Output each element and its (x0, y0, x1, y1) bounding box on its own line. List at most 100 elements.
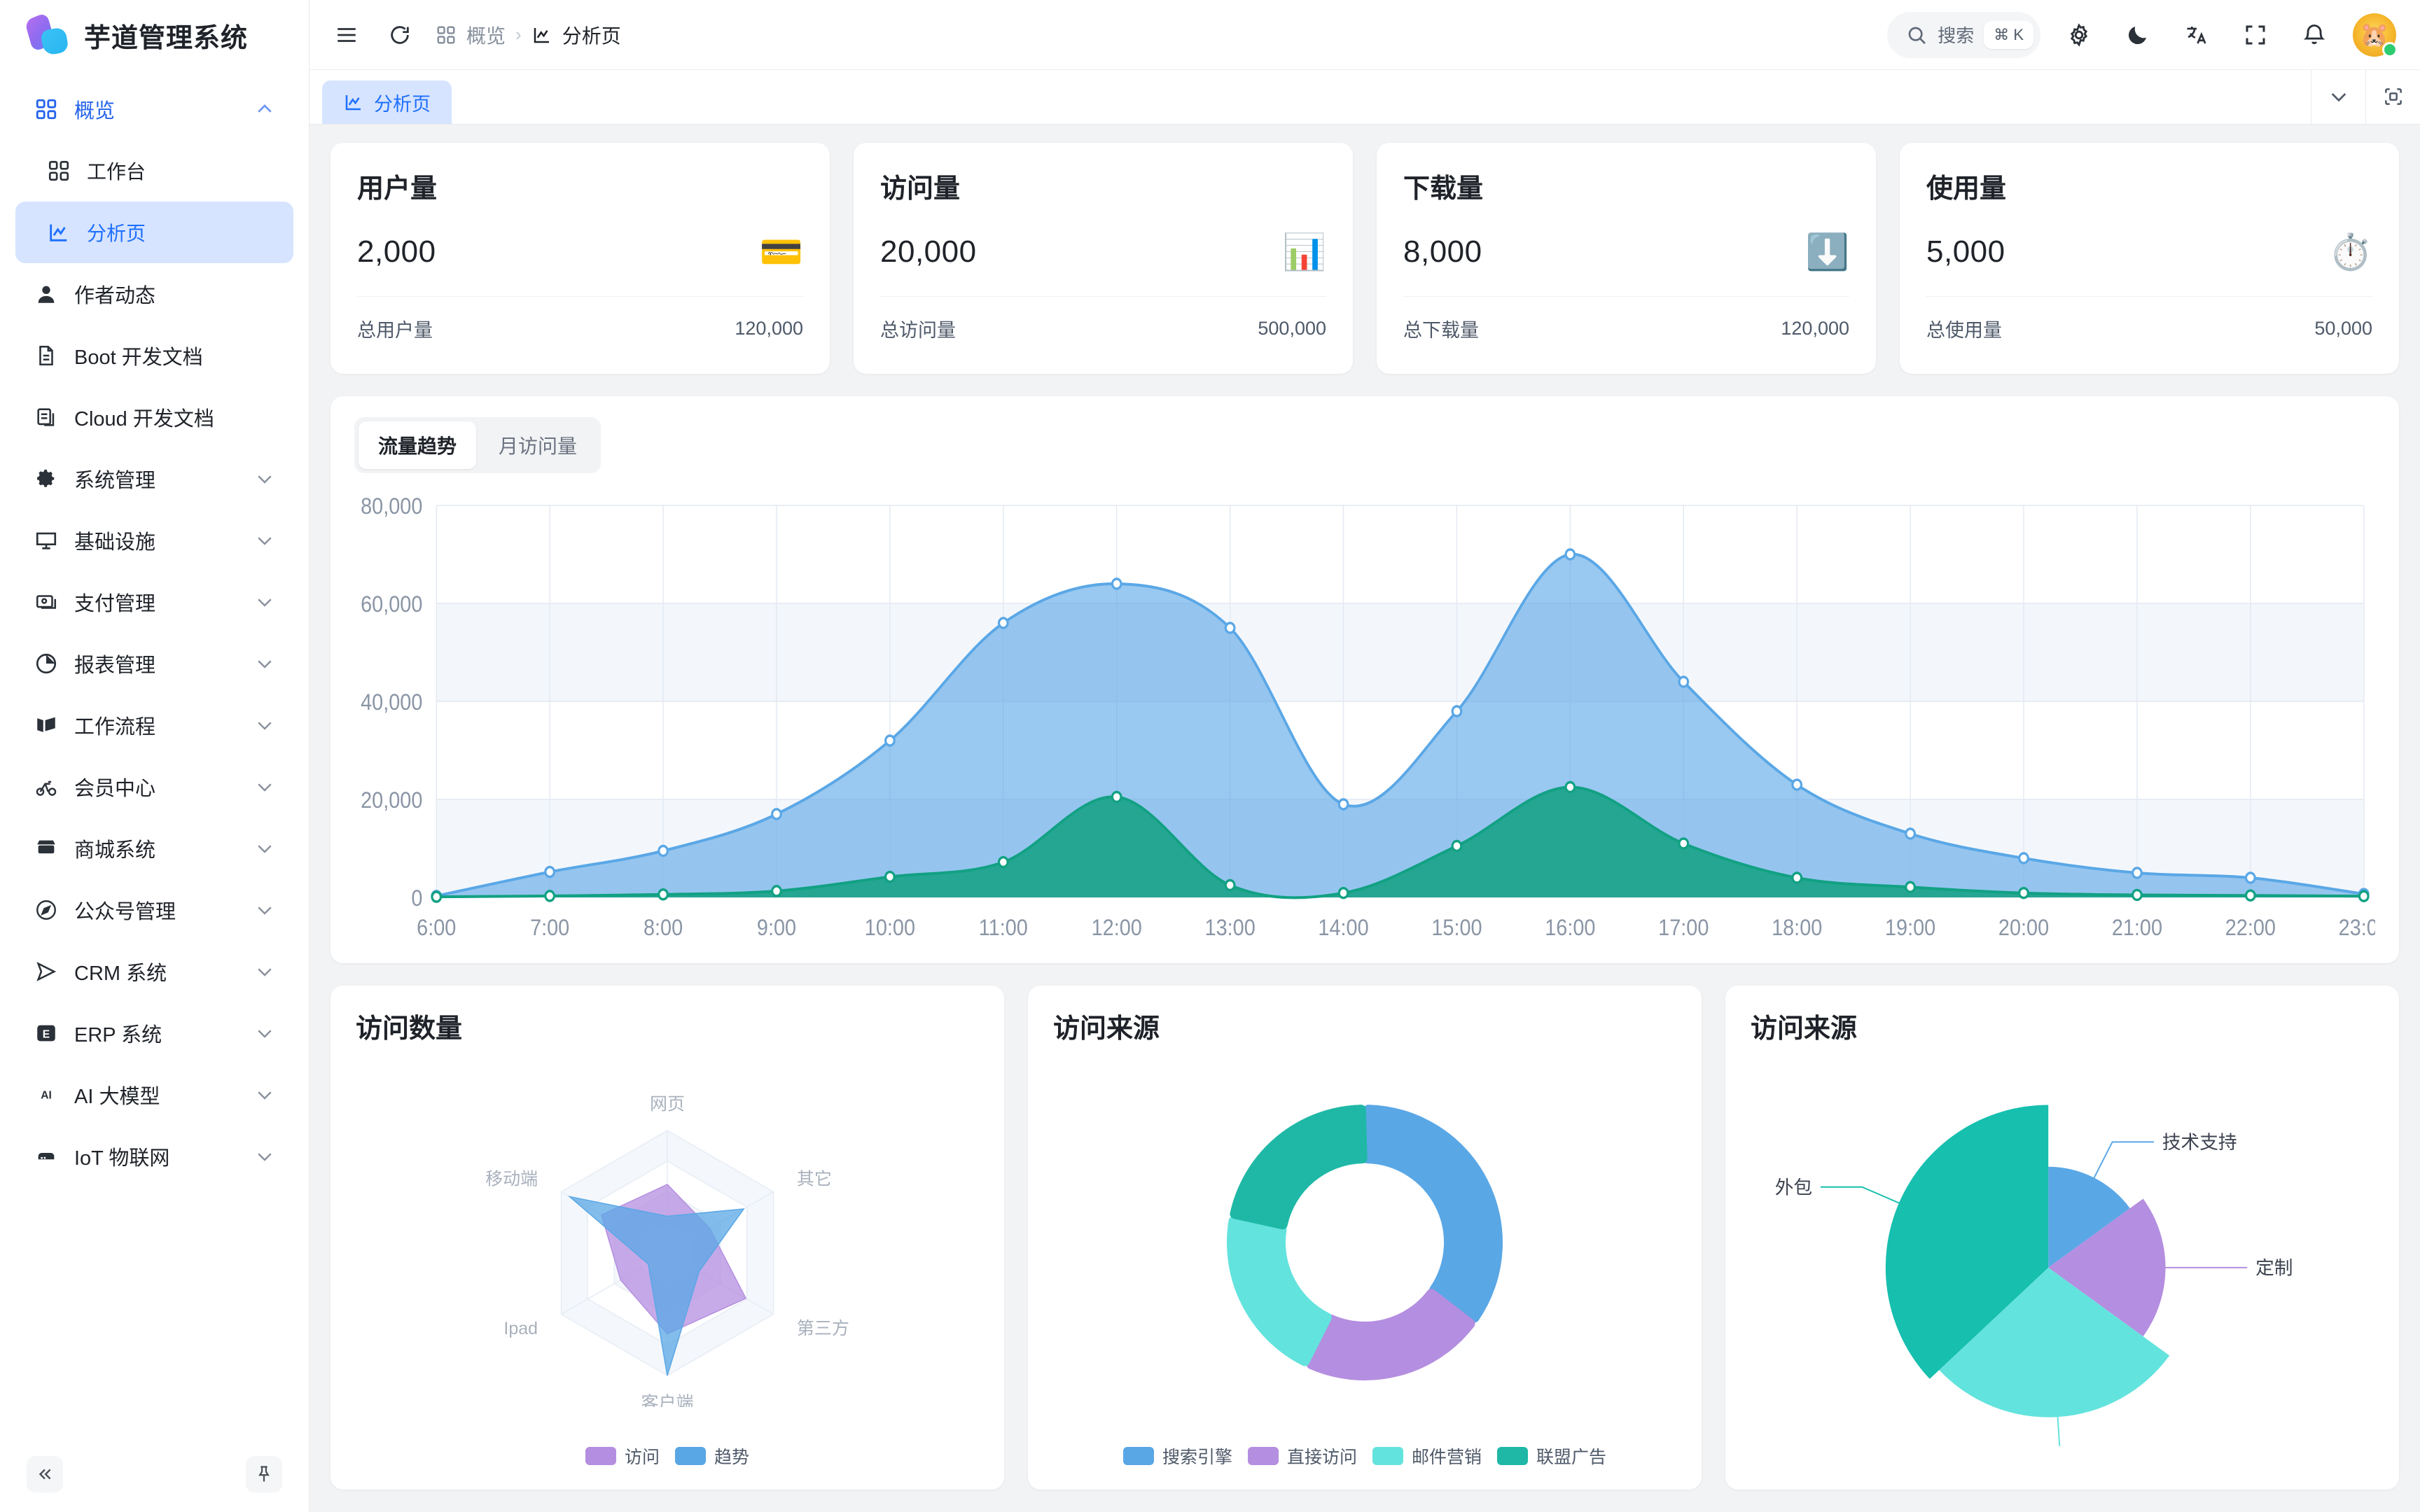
content-fullscreen-button[interactable] (2365, 69, 2420, 124)
language-button[interactable] (2176, 15, 2217, 55)
translate-icon (2187, 26, 2206, 44)
chevron-down-icon (254, 468, 275, 489)
chevron-down-icon (254, 838, 275, 859)
legend-item[interactable]: 联盟广告 (1497, 1443, 1606, 1469)
notifications-button[interactable] (2294, 15, 2335, 55)
refresh-icon[interactable] (382, 18, 417, 52)
sidebar-item-boot-docs[interactable]: Boot 开发文档 (15, 325, 293, 386)
legend-label: 搜索引擎 (1162, 1448, 1232, 1467)
sidebar-item-payment[interactable]: 支付管理 (15, 571, 293, 633)
sidebar-item-label: 工作台 (87, 161, 146, 183)
stat-footer-label: 总访问量 (880, 320, 956, 341)
legend-swatch (585, 1447, 616, 1465)
sidebar-item-workflow[interactable]: 工作流程 (15, 694, 293, 756)
chevron-down-icon (254, 715, 275, 736)
brand-logo[interactable]: 芋道管理系统 (0, 0, 309, 70)
svg-text:19:00: 19:00 (1885, 916, 1935, 941)
svg-text:22:00: 22:00 (2225, 916, 2276, 941)
sidebar-item-label: ERP 系统 (74, 1024, 162, 1046)
sidebar-pin-button[interactable] (246, 1456, 282, 1492)
legend-item[interactable]: 趋势 (675, 1443, 749, 1469)
sidebar-item-analysis[interactable]: 分析页 (15, 202, 293, 263)
sidebar-item-infrastructure[interactable]: 基础设施 (15, 510, 293, 571)
donut-title: 访问来源 (1053, 1014, 1160, 1044)
chevron-up-icon (254, 99, 275, 120)
sidebar-item-ai[interactable]: AI AI 大模型 (15, 1064, 293, 1126)
svg-text:技术支持: 技术支持 (2162, 1132, 2237, 1153)
hamburger-icon[interactable] (329, 18, 364, 52)
search-input[interactable]: 搜索 ⌘ K (1887, 11, 2040, 58)
legend-swatch (1122, 1447, 1154, 1465)
sidebar-item-author-news[interactable]: 作者动态 (15, 263, 293, 325)
legend-item[interactable]: 访问 (585, 1443, 660, 1469)
rose-pie-chart: 技术支持定制远程外包 (1775, 1104, 2293, 1446)
breadcrumb-parent[interactable]: 概览 (466, 24, 506, 47)
dark-mode-button[interactable] (2118, 15, 2158, 55)
monitor-icon (34, 528, 59, 553)
sidebar-item-official-account[interactable]: 公众号管理 (15, 879, 293, 941)
sidebar-item-crm[interactable]: CRM 系统 (15, 941, 293, 1002)
stat-footer-label: 总使用量 (1926, 320, 2002, 341)
stat-footer-label: 总用户量 (357, 320, 433, 341)
legend-item[interactable]: 邮件营销 (1372, 1443, 1482, 1469)
trend-card: 流量趋势 月访问量 0 20,000 40,000 60,000 80,000 6:00 7… (331, 396, 2399, 963)
radar-title: 访问数量 (356, 1014, 463, 1044)
sidebar-item-reports[interactable]: 报表管理 (15, 633, 293, 694)
sidebar-item-system-management[interactable]: 系统管理 (15, 448, 293, 510)
sidebar-item-label: AI 大模型 (74, 1086, 160, 1108)
chevron-down-icon (254, 1023, 275, 1044)
sidebar-item-workbench[interactable]: 工作台 (15, 140, 293, 202)
stat-footer-value: 500,000 (1258, 318, 1326, 339)
fullscreen-button[interactable] (2235, 15, 2276, 55)
stat-value: 8,000 (1403, 234, 1482, 269)
sidebar-item-label: 公众号管理 (74, 901, 176, 923)
sidebar-collapse-button[interactable] (27, 1456, 63, 1492)
trend-tab-monthly[interactable]: 月访问量 (499, 435, 578, 457)
svg-text:移动端: 移动端 (485, 1169, 538, 1189)
credit-card-icon: 💳 (759, 232, 803, 272)
svg-text:12:00: 12:00 (1092, 916, 1142, 941)
analytics-icon (46, 220, 71, 245)
svg-text:23:00: 23:00 (2339, 916, 2375, 941)
tab-dropdown-button[interactable] (2311, 69, 2365, 124)
fullscreen-icon (2246, 25, 2265, 44)
legend-item[interactable]: 直接访问 (1247, 1443, 1357, 1469)
sidebar: 芋道管理系统 概览 工作台 分析页 作者动态 Boot (0, 0, 310, 1512)
svg-text:8:00: 8:00 (644, 916, 683, 941)
divider (1403, 296, 1849, 297)
sidebar-item-cloud-docs[interactable]: Cloud 开发文档 (15, 386, 293, 448)
expand-icon (2384, 88, 2402, 105)
iot-icon (34, 1144, 59, 1169)
sidebar-menu: 概览 工作台 分析页 作者动态 Boot 开发文档 Cloud (0, 70, 309, 1436)
avatar[interactable]: 🐹 (2353, 13, 2398, 57)
chevron-down-icon (254, 899, 275, 920)
sidebar-item-overview[interactable]: 概览 (15, 78, 293, 140)
sidebar-item-erp[interactable]: E ERP 系统 (15, 1002, 293, 1064)
stat-title: 使用量 (1926, 174, 2007, 204)
donut-legend: 搜索引擎 直接访问 邮件营销 联盟广告 (1053, 1439, 1676, 1469)
breadcrumb-separator: › (515, 24, 522, 45)
stat-title: 访问量 (880, 174, 961, 204)
settings-button[interactable] (2059, 15, 2099, 55)
divider (357, 296, 803, 297)
stat-value: 2,000 (357, 234, 436, 269)
stat-card-users: 用户量 2,000 💳 总用户量 120,000 (331, 143, 830, 374)
trend-tab-traffic[interactable]: 流量趋势 (359, 421, 477, 469)
chevron-down-icon (254, 1146, 275, 1167)
gear-icon (2070, 22, 2088, 47)
legend-label: 邮件营销 (1412, 1448, 1482, 1467)
legend-item[interactable]: 搜索引擎 (1122, 1443, 1232, 1469)
sidebar-footer (0, 1436, 309, 1512)
stat-title: 下载量 (1403, 174, 1484, 204)
trend-tabs: 流量趋势 月访问量 (354, 417, 601, 473)
sidebar-item-mall[interactable]: 商城系统 (15, 818, 293, 879)
radar-body: 网页 其它 第三方 客户端 Ipad 移动端 (356, 1045, 979, 1439)
stat-value: 20,000 (880, 234, 977, 269)
tab-analysis[interactable]: 分析页 (322, 80, 452, 124)
stat-value: 5,000 (1926, 234, 2005, 269)
sidebar-item-iot[interactable]: IoT 物联网 (15, 1126, 293, 1187)
sidebar-item-label: IoT 物联网 (74, 1147, 170, 1170)
brand-name: 芋道管理系统 (84, 23, 249, 53)
pie-chart-icon: 📊 (1282, 232, 1326, 272)
sidebar-item-member-center[interactable]: 会员中心 (15, 756, 293, 818)
